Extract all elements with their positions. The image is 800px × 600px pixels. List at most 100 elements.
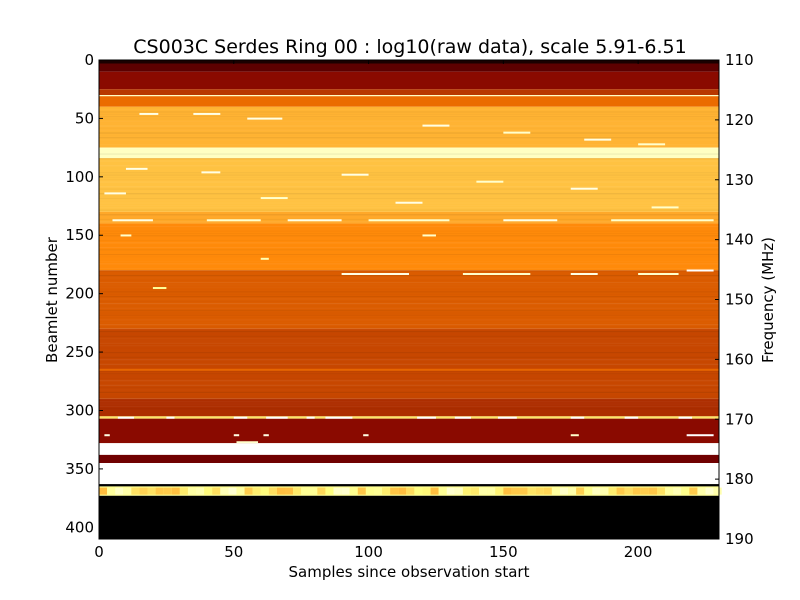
y-tick-label: 400 <box>65 518 94 536</box>
y-right-tick-label: 110 <box>725 51 754 69</box>
heatmap-row-texture <box>99 361 719 362</box>
heatmap-row-texture <box>99 225 719 228</box>
heatmap-row-texture <box>99 214 719 216</box>
heatmap-noise-cell <box>155 487 164 495</box>
heatmap-row-texture <box>99 172 719 173</box>
heatmap-noise-cell <box>276 487 285 495</box>
heatmap-band-9 <box>99 211 719 224</box>
heatmap-row-texture <box>99 333 719 334</box>
heatmap-row-texture <box>99 144 719 146</box>
heatmap-noise-cell <box>179 487 188 495</box>
heatmap-speckle <box>570 434 579 437</box>
x-tick-label: 0 <box>94 543 104 561</box>
heatmap-row-texture <box>99 189 719 190</box>
heatmap-row-texture <box>99 130 719 131</box>
heatmap-noise-cell <box>543 487 552 495</box>
heatmap-noise-cell <box>333 487 342 495</box>
heatmap-row-texture <box>99 408 719 410</box>
heatmap-row-texture <box>99 170 719 171</box>
heatmap-row-texture <box>99 289 719 290</box>
heatmap-row-texture <box>99 186 719 188</box>
heatmap-noise-cell <box>406 487 415 495</box>
heatmap-speckle <box>651 206 679 209</box>
heatmap-row-texture <box>99 125 719 127</box>
heatmap-band-17 <box>99 454 719 464</box>
heatmap-row-texture <box>99 396 719 397</box>
heatmap-row-texture <box>99 118 719 119</box>
heatmap-row-texture <box>99 167 719 168</box>
heatmap-row-texture <box>99 406 719 407</box>
heatmap-speckle <box>341 272 409 275</box>
heatmap-noise-cell <box>471 487 480 495</box>
heatmap-row-texture <box>99 177 719 178</box>
heatmap-row-texture <box>99 294 719 295</box>
heatmap-noise-cell <box>422 487 431 495</box>
heatmap-noise-cell <box>462 487 471 495</box>
heatmap-row-texture <box>99 345 719 346</box>
heatmap-row-texture <box>99 259 719 260</box>
heatmap-row-texture <box>99 212 719 213</box>
heatmap-band-7 <box>99 147 719 159</box>
heatmap-noise-cell <box>600 487 609 495</box>
heatmap-speckle <box>570 187 598 190</box>
heatmap-row-texture <box>99 249 719 251</box>
heatmap-speckle <box>233 434 240 437</box>
heatmap-speckle <box>139 112 159 115</box>
heatmap-speckle <box>638 143 666 146</box>
heatmap-band-21 <box>99 495 719 539</box>
heatmap-speckle <box>462 272 531 275</box>
heatmap-row-texture <box>99 156 719 157</box>
heatmap-speckle <box>454 416 471 419</box>
heatmap-row-texture <box>99 256 719 257</box>
y-axis-label: Beamlet number <box>43 236 61 363</box>
heatmap-speckle <box>112 219 153 222</box>
heatmap-row-texture <box>99 263 719 265</box>
heatmap-speckle <box>117 416 135 419</box>
heatmap-speckle <box>120 234 132 237</box>
y-right-tick-label: 140 <box>725 231 754 249</box>
heatmap-noise-cell <box>697 487 706 495</box>
heatmap-row-texture <box>99 210 719 211</box>
heatmap-row-texture <box>99 242 719 244</box>
axis-ticks: 0 50 100 150 200 0 50 100 150 200 250 300 350 400 110 1… <box>65 51 753 561</box>
heatmap-band-11 <box>99 270 719 329</box>
heatmap-speckle <box>104 192 126 195</box>
heatmap-row-texture <box>99 277 719 278</box>
heatmap-band-4 <box>99 95 719 97</box>
heatmap-noise-cell <box>301 487 310 495</box>
heatmap-speckle <box>104 434 110 437</box>
heatmap-speckle <box>686 269 714 272</box>
heatmap-noise-cell <box>252 487 261 495</box>
heatmap-row-texture <box>99 266 719 267</box>
heatmap-band-3 <box>99 89 719 96</box>
heatmap-noise-cell <box>123 487 132 495</box>
heatmap-row-texture <box>99 335 719 337</box>
y-right-tick-label: 120 <box>725 111 754 129</box>
heatmap-noise-cell <box>430 487 439 495</box>
heatmap-band-6 <box>99 106 719 148</box>
heatmap-row-texture <box>99 301 719 302</box>
heatmap-noise-cell <box>608 487 617 495</box>
heatmap-noise-cell <box>527 487 536 495</box>
heatmap-noise-cell <box>365 487 374 495</box>
heatmap-speckle <box>341 173 369 176</box>
heatmap-row-texture <box>99 200 719 201</box>
heatmap-row-texture <box>99 373 719 375</box>
heatmap-noise-cell <box>171 487 180 495</box>
heatmap-speckle <box>263 434 269 437</box>
heatmap-band-12 <box>99 328 719 399</box>
heatmap-band-19 <box>99 484 719 487</box>
heatmap-row-texture <box>99 137 719 139</box>
heatmap-row-texture <box>99 207 719 209</box>
y-axis-right-label: Frequency (MHz) <box>759 237 777 363</box>
heatmap-noise-cell <box>382 487 391 495</box>
heatmap-noise-cell <box>657 487 666 495</box>
heatmap-row-texture <box>99 315 719 316</box>
heatmap-row-texture <box>99 287 719 288</box>
heatmap-row-texture <box>99 380 719 382</box>
heatmap-row-texture <box>99 158 719 160</box>
heatmap-row-texture <box>99 268 719 269</box>
heatmap-row-texture <box>99 295 719 298</box>
heatmap-noise-cell <box>616 487 625 495</box>
